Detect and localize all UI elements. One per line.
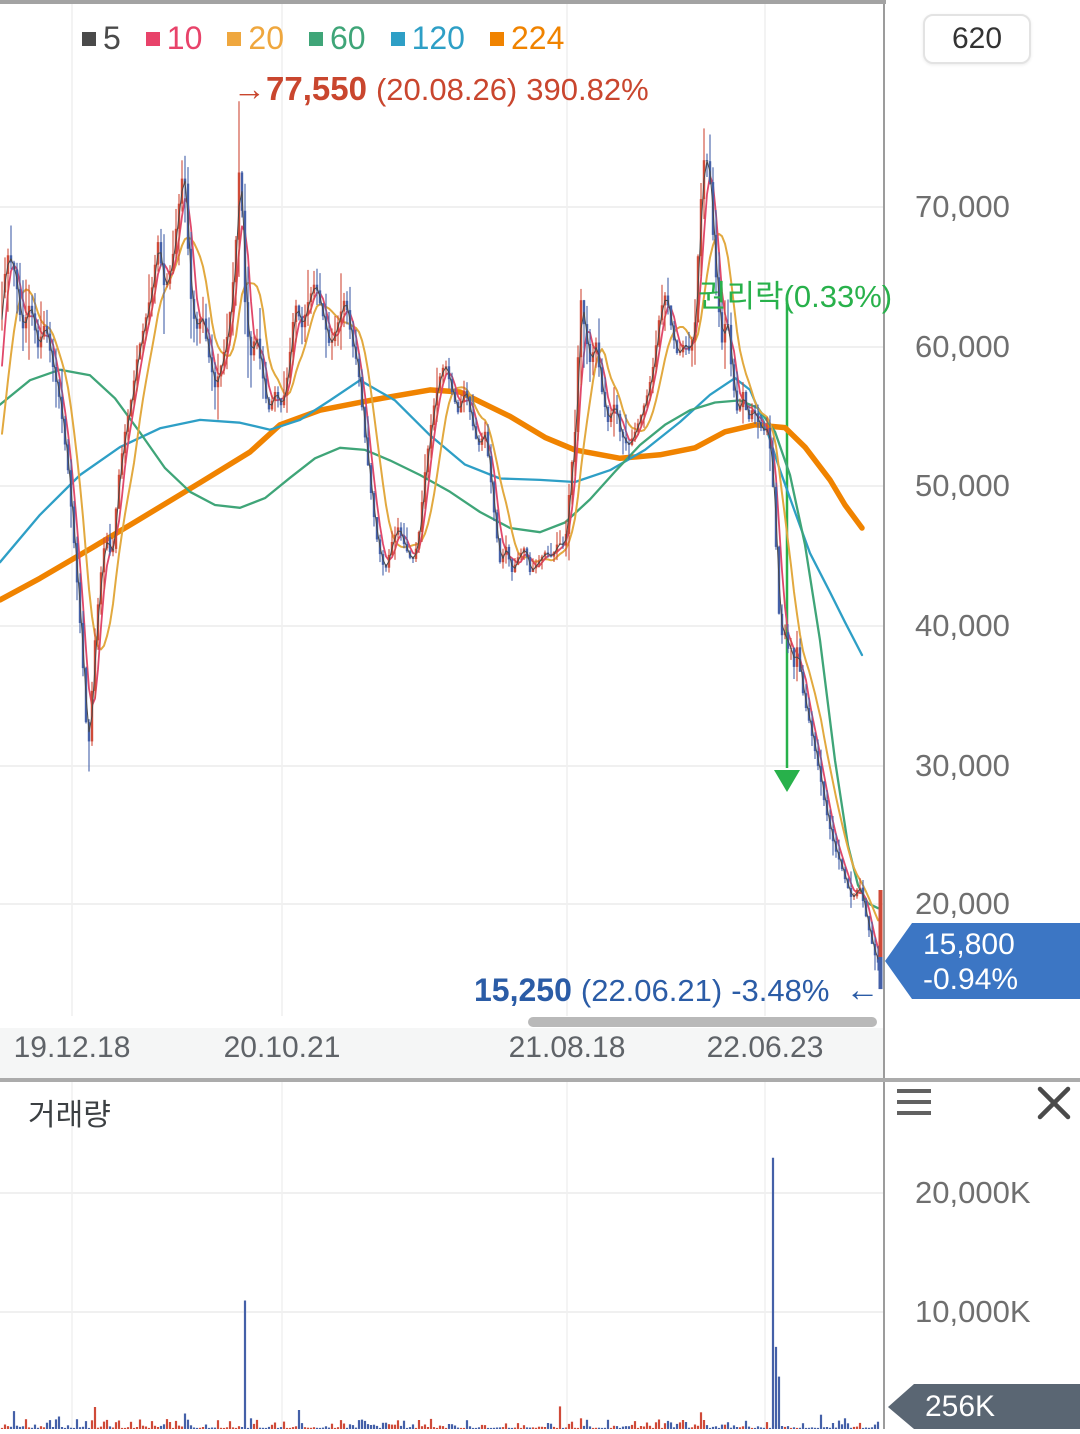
legend-swatch-icon — [227, 31, 242, 46]
legend-swatch-icon — [489, 31, 504, 46]
volume-tick-label: 10,000K — [915, 1294, 1031, 1329]
legend-label: 5 — [103, 20, 121, 56]
menu-icon[interactable] — [897, 1089, 931, 1115]
x-axis-strip — [0, 1028, 883, 1078]
legend-item-60[interactable]: 60 — [308, 20, 366, 57]
legend-label: 224 — [510, 20, 565, 56]
price-tick-label: 70,000 — [915, 189, 1010, 224]
peak-price: 77,550 — [266, 70, 367, 107]
current-price-badge: 15,800 -0.94% — [883, 923, 1080, 999]
legend-item-10[interactable]: 10 — [145, 20, 203, 57]
ma-legend: 5 10 20 60 120 224 — [82, 20, 564, 57]
price-tick-label: 30,000 — [915, 748, 1010, 783]
top-border — [0, 0, 886, 4]
peak-arrow-icon: → — [233, 70, 266, 107]
legend-swatch-icon — [308, 31, 323, 46]
legend-item-224[interactable]: 224 — [489, 20, 565, 57]
current-price-value: 15,800 — [923, 928, 1015, 961]
price-tick-label: 20,000 — [915, 886, 1010, 921]
legend-label: 10 — [166, 20, 203, 56]
volume-chart[interactable] — [0, 1082, 883, 1429]
legend-swatch-icon — [390, 31, 405, 46]
legend-swatch-icon — [82, 31, 96, 46]
date-tick-label: 20.10.21 — [223, 1031, 341, 1064]
candle-count-box[interactable]: 620 — [923, 14, 1031, 64]
low-price: 15,250 — [474, 972, 572, 1008]
axis-separator-volume — [883, 1082, 885, 1429]
peak-date: (20.08.26) — [375, 72, 518, 107]
legend-item-120[interactable]: 120 — [390, 20, 465, 57]
legend-item-20[interactable]: 20 — [227, 20, 284, 57]
panel-divider — [0, 1078, 1080, 1082]
peak-annotation: →77,550 (20.08.26) 390.82% — [233, 70, 649, 108]
legend-swatch-icon — [145, 31, 160, 46]
left-arrow-icon: ← — [845, 971, 880, 1009]
close-icon[interactable] — [1037, 1086, 1071, 1120]
price-chart[interactable] — [0, 0, 883, 1016]
price-badge-shape — [885, 923, 1080, 999]
volume-panel-title: 거래량 — [28, 1099, 111, 1132]
legend-label: 120 — [411, 20, 465, 56]
price-tick-label: 40,000 — [915, 608, 1010, 643]
ex-rights-annotation: 권리락(0.33%) — [698, 279, 893, 314]
axis-separator — [883, 4, 885, 1078]
chart-scrollbar-thumb[interactable] — [528, 1017, 877, 1027]
legend-label: 20 — [248, 20, 284, 56]
date-tick-label: 21.08.18 — [508, 1031, 626, 1064]
price-tick-label: 60,000 — [915, 329, 1010, 364]
peak-change: 390.82% — [526, 72, 649, 107]
volume-tick-label: 20,000K — [915, 1175, 1031, 1210]
date-tick-label: 22.06.23 — [706, 1031, 824, 1064]
legend-item-5[interactable]: 5 — [82, 20, 121, 57]
current-volume-badge: 256K — [883, 1384, 1080, 1429]
legend-label: 60 — [329, 20, 366, 56]
date-tick-label: 19.12.18 — [13, 1031, 131, 1064]
low-change: -3.48% — [731, 973, 830, 1008]
low-annotation: 15,250 (22.06.21) -3.48% ← — [474, 971, 879, 1010]
current-volume-value: 256K — [925, 1390, 996, 1423]
current-price-change: -0.94% — [923, 963, 1019, 996]
volume-badge-shape — [888, 1384, 1080, 1429]
price-tick-label: 50,000 — [915, 468, 1010, 503]
low-date: (22.06.21) — [580, 973, 723, 1008]
